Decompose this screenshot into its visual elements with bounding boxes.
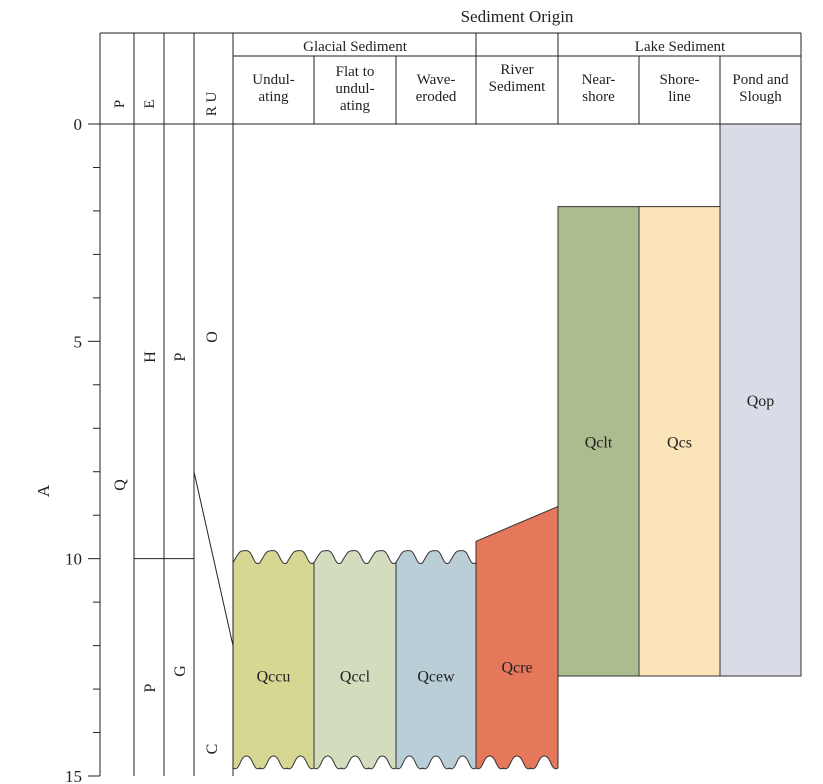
unit-label-qop: Qop: [747, 393, 775, 410]
unit-label-qcre: Qcre: [501, 660, 532, 677]
column-header-undulating-line: ating: [259, 89, 289, 105]
column-header-shore-line-line: line: [668, 89, 691, 105]
epoch-upper-label: H: [142, 351, 159, 363]
glacial-sediment-header: Glacial Sediment: [303, 39, 408, 55]
time-column-headers: P E R U: [112, 92, 220, 117]
age-upper-label: P: [172, 352, 189, 361]
axis-ticks: 0 5 10 15: [65, 115, 100, 784]
unit-qccl: [313, 550, 397, 770]
tick-label: 15: [65, 767, 82, 784]
chart-frame: [99, 32, 802, 776]
age-lower-label: G: [172, 665, 189, 677]
column-header-river-sediment-line: River: [500, 62, 533, 78]
sediment-origin-title: Sediment Origin: [461, 7, 574, 26]
column-header-undulating-line: Undul-: [252, 72, 295, 88]
unit-label-qcew: Qcew: [417, 668, 455, 685]
unit-label-qccl: Qccl: [340, 668, 371, 685]
epoch-lower-label: P: [142, 683, 159, 692]
period-label: Q: [112, 479, 129, 491]
tick-label: 5: [74, 332, 83, 351]
axis-label: A: [34, 484, 53, 497]
column-header-wave-eroded-line: Wave-: [417, 72, 456, 88]
unit-label-qccu: Qccu: [257, 668, 291, 685]
sediment-units: Qccu Qccl Qcew Qcre Qclt Qcs Qop: [232, 123, 802, 770]
age-header: R U: [204, 92, 220, 117]
lake-sediment-header: Lake Sediment: [635, 39, 726, 55]
unit-boundary-line: [193, 471, 234, 646]
unit-qccu: [232, 550, 315, 770]
column-header-pond-and-slough-line: Pond and: [732, 72, 789, 88]
column-header-wave-eroded-line: eroded: [416, 89, 457, 105]
column-header-flat-to-undulating-line: ating: [340, 98, 370, 114]
column-header-shore-line-line: Shore-: [660, 72, 700, 88]
unit-upper-label: O: [204, 331, 221, 343]
tick-label: 10: [65, 550, 82, 569]
column-header-flat-to-undulating-line: Flat to: [336, 64, 375, 80]
column-header-pond-and-slough-line: Slough: [739, 89, 782, 105]
period-header: P: [112, 100, 128, 108]
unit-lower-label: C: [204, 744, 221, 755]
unit-label-qclt: Qclt: [585, 434, 613, 451]
column-header-near-shore-line: shore: [582, 89, 615, 105]
column-header-river-sediment-line: Sediment: [489, 79, 546, 95]
unit-qcre: [475, 505, 559, 770]
column-header-flat-to-undulating-line: undul-: [335, 81, 374, 97]
unit-qcew: [395, 550, 477, 770]
time-column-labels: Q H P P G O C: [112, 331, 221, 754]
column-header-near-shore-line: Near-: [582, 72, 616, 88]
tick-label: 0: [74, 115, 83, 134]
unit-label-qcs: Qcs: [667, 434, 692, 451]
epoch-header: E: [142, 99, 158, 108]
